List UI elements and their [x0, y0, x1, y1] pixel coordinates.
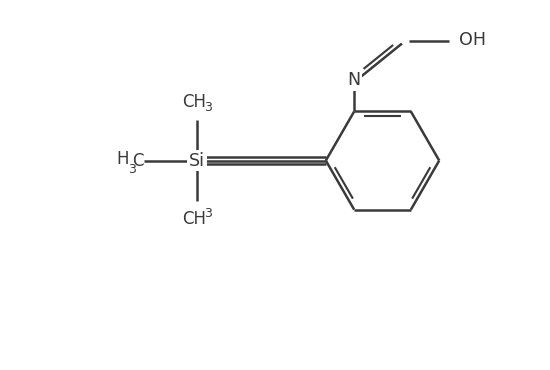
Text: CH: CH: [182, 210, 206, 228]
Text: 3: 3: [204, 207, 212, 220]
Text: CH: CH: [182, 93, 206, 111]
Text: 3: 3: [204, 101, 212, 114]
Text: N: N: [348, 71, 361, 89]
Text: C: C: [133, 152, 144, 169]
Text: Si: Si: [189, 152, 205, 169]
Text: OH: OH: [459, 31, 486, 49]
Text: 3: 3: [128, 164, 136, 176]
Text: H: H: [116, 149, 128, 168]
